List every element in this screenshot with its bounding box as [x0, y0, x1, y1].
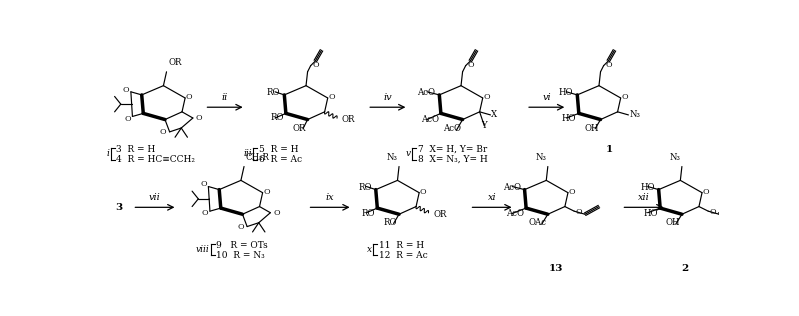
Text: HO: HO: [643, 209, 658, 218]
Text: 12  R = Ac: 12 R = Ac: [379, 251, 427, 259]
Text: RO: RO: [384, 218, 397, 227]
Text: viii: viii: [196, 245, 209, 254]
Text: AcO: AcO: [420, 115, 439, 124]
Text: HO: HO: [559, 88, 574, 97]
Text: O: O: [185, 93, 193, 101]
Text: O: O: [576, 208, 582, 216]
Text: O: O: [312, 61, 319, 69]
Text: O: O: [710, 208, 717, 216]
Text: AcO: AcO: [443, 124, 461, 133]
Text: O: O: [419, 188, 427, 196]
Text: AcO: AcO: [417, 88, 435, 97]
Text: OR: OR: [292, 124, 306, 133]
Text: O: O: [702, 188, 710, 196]
Text: O: O: [328, 93, 335, 101]
Text: OR: OR: [433, 210, 447, 219]
Text: 8  X= N₃, Y= H: 8 X= N₃, Y= H: [418, 155, 487, 164]
Text: 7  X= H, Y= Br: 7 X= H, Y= Br: [418, 145, 487, 154]
Text: i: i: [106, 149, 109, 158]
Text: Y: Y: [482, 121, 487, 130]
Text: ix: ix: [326, 193, 334, 202]
Text: O: O: [467, 61, 474, 69]
Text: 13: 13: [548, 264, 562, 273]
Text: RO: RO: [270, 113, 284, 123]
Text: 10  R = N₃: 10 R = N₃: [216, 251, 265, 259]
Text: RO: RO: [361, 209, 375, 218]
Text: AcO: AcO: [503, 183, 521, 192]
Text: HO: HO: [640, 183, 654, 192]
Text: ii: ii: [222, 93, 229, 102]
Text: iv: iv: [384, 93, 392, 102]
Text: vii: vii: [149, 193, 161, 202]
Text: O: O: [605, 61, 612, 69]
Text: HO: HO: [562, 114, 577, 123]
Text: O: O: [123, 86, 129, 94]
Text: O: O: [196, 114, 203, 122]
Text: RO: RO: [267, 88, 280, 97]
Text: O: O: [483, 93, 490, 101]
Text: 4  R = HC≡CCH₂: 4 R = HC≡CCH₂: [116, 155, 195, 164]
Text: O: O: [569, 188, 575, 196]
Text: x: x: [367, 245, 372, 254]
Text: O: O: [125, 115, 131, 123]
Text: N₃: N₃: [630, 110, 641, 119]
Text: OR: OR: [168, 58, 181, 67]
Text: v: v: [406, 149, 411, 158]
Text: O: O: [202, 210, 209, 217]
Text: AcO: AcO: [506, 209, 524, 218]
Text: N₃: N₃: [387, 153, 397, 162]
Text: vi: vi: [543, 93, 551, 102]
Text: iii: iii: [243, 149, 252, 158]
Text: O: O: [622, 93, 628, 101]
Text: 11  R = H: 11 R = H: [379, 240, 424, 250]
Text: O: O: [273, 209, 280, 217]
Text: N₃: N₃: [535, 153, 547, 162]
Text: OR: OR: [342, 115, 356, 124]
Text: OAc: OAc: [528, 218, 547, 227]
Text: xii: xii: [638, 193, 650, 202]
Text: xi: xi: [487, 193, 496, 202]
Text: 2: 2: [682, 264, 689, 273]
Text: O: O: [263, 188, 270, 196]
Text: O: O: [201, 180, 207, 188]
Text: 6  R = Ac: 6 R = Ac: [259, 155, 302, 164]
Text: 3  R = H: 3 R = H: [116, 145, 155, 154]
Text: O: O: [160, 128, 166, 136]
Text: RO: RO: [359, 183, 372, 192]
Text: 1: 1: [606, 145, 613, 154]
Text: 3: 3: [115, 203, 122, 212]
Text: N₃: N₃: [670, 153, 681, 162]
Text: X: X: [491, 110, 497, 119]
Text: 9   R = OTs: 9 R = OTs: [216, 240, 268, 250]
Text: OH: OH: [585, 124, 599, 132]
Text: OH: OH: [666, 218, 681, 227]
Text: CH₂R: CH₂R: [245, 153, 269, 162]
Text: O: O: [237, 222, 244, 231]
Text: 5  R = H: 5 R = H: [259, 145, 298, 154]
